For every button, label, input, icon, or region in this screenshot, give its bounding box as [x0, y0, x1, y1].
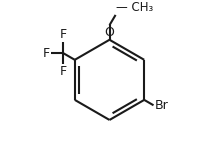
Text: O: O	[104, 26, 115, 39]
Text: F: F	[43, 46, 50, 60]
Text: F: F	[59, 28, 67, 41]
Text: F: F	[59, 65, 67, 78]
Text: — CH₃: — CH₃	[116, 1, 154, 14]
Text: Br: Br	[154, 99, 168, 112]
